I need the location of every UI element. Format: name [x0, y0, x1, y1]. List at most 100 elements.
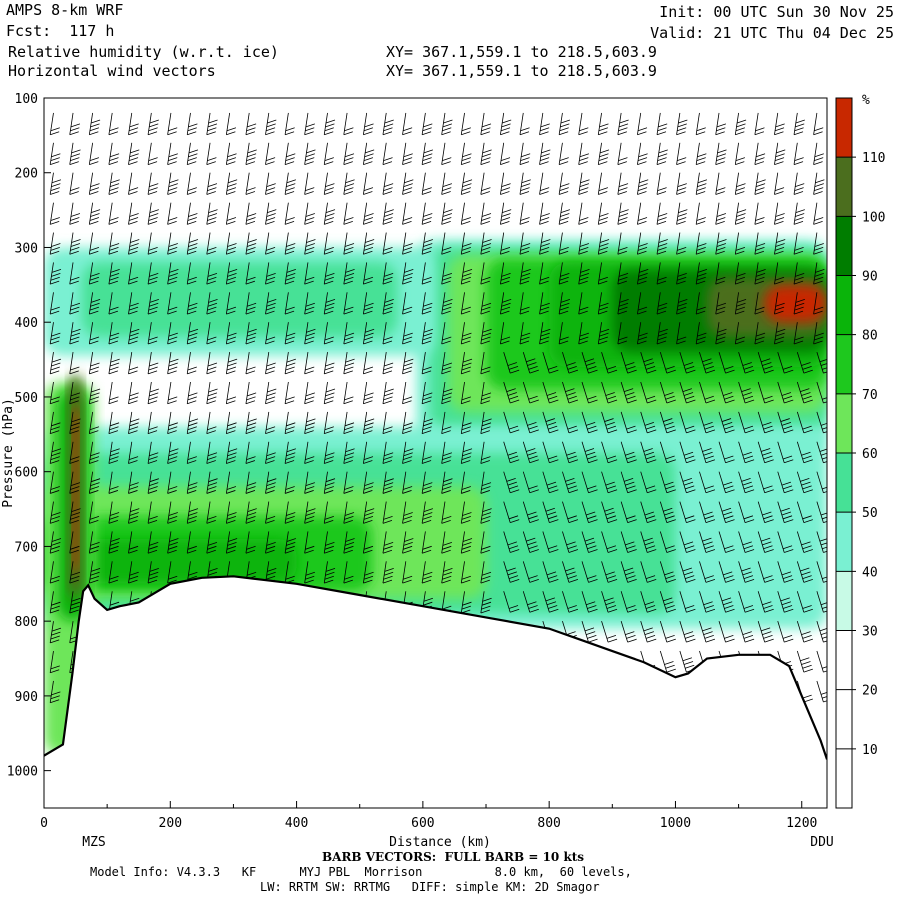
wind-barb [659, 411, 676, 434]
wind-barb [793, 262, 805, 285]
wind-barb [186, 292, 198, 315]
wind-barb [480, 441, 491, 464]
wind-barb [738, 351, 755, 374]
wind-barb [382, 142, 393, 165]
wind-barb [343, 322, 355, 345]
wind-barb [699, 441, 716, 464]
wind-barb [796, 531, 813, 553]
wind-barb [265, 262, 276, 285]
wind-barb [754, 292, 765, 315]
wind-barb [679, 351, 696, 374]
wind-barb [49, 322, 61, 345]
wind-barb [206, 232, 217, 255]
wind-barb [617, 232, 628, 255]
colorbar-label: 50 [862, 506, 878, 521]
wind-barb [774, 262, 785, 285]
wind-barb [343, 381, 354, 405]
wind-barb [362, 322, 375, 345]
wind-barb [147, 202, 159, 225]
wind-barb [480, 411, 492, 435]
wind-barb [813, 322, 824, 345]
wind-barb [343, 292, 354, 315]
wind-barb [382, 441, 394, 464]
wind-barb [225, 471, 237, 494]
wind-barb [362, 142, 375, 165]
wind-barb [522, 501, 539, 523]
wind-barb [69, 591, 81, 614]
wind-barb [679, 531, 696, 553]
wind-barb [503, 411, 520, 434]
wind-barb [796, 351, 813, 374]
wind-barb [362, 441, 374, 464]
wind-barb [542, 531, 559, 553]
wind-barb [49, 292, 60, 315]
wind-barb [88, 531, 100, 554]
wind-barb [421, 202, 433, 225]
wind-barb [88, 501, 100, 524]
wind-barb [656, 112, 668, 136]
wind-barb [421, 172, 432, 195]
wind-barb [186, 262, 197, 285]
wind-barb [757, 621, 774, 643]
wind-barb [620, 621, 637, 643]
wind-barb [699, 471, 716, 494]
wind-barb [676, 172, 687, 195]
wind-barb [542, 471, 559, 494]
wind-barb [757, 351, 774, 374]
wind-barb [225, 262, 238, 285]
wind-barb [362, 352, 374, 375]
wind-barb [382, 202, 394, 225]
wind-barb [69, 531, 80, 554]
colorbar-swatch [836, 748, 852, 808]
colorbar-swatch [836, 334, 852, 394]
wind-barb [323, 352, 335, 375]
wind-barb [715, 202, 727, 225]
wind-barb [69, 202, 81, 225]
wind-barb [421, 262, 432, 285]
wind-barb [777, 621, 794, 643]
wind-barb [679, 381, 696, 404]
wind-barb [542, 351, 559, 374]
wind-barb [699, 381, 716, 404]
colorbar-swatch [836, 512, 852, 572]
wind-barb [539, 112, 550, 136]
wind-barb [343, 531, 355, 554]
wind-barb [245, 441, 256, 464]
y-tick-label: 700 [15, 540, 38, 555]
wind-barb [382, 112, 394, 136]
wind-barb [284, 142, 296, 165]
y-tick-label: 800 [15, 615, 38, 630]
wind-barb [88, 112, 101, 136]
wind-barb [323, 322, 334, 345]
wind-barb [167, 112, 178, 136]
wind-barb [699, 501, 716, 523]
wind-barb [637, 292, 648, 315]
wind-barb [522, 381, 539, 404]
wind-barb [108, 292, 119, 315]
wind-barb [460, 471, 471, 494]
wind-barb [601, 351, 618, 374]
wind-barb [774, 172, 785, 195]
wind-barb [167, 142, 178, 165]
wind-barb [147, 262, 159, 285]
wind-barb [699, 561, 716, 583]
wind-barb [581, 351, 598, 374]
wind-barb [265, 112, 277, 136]
colorbar-swatch [836, 453, 852, 513]
wind-barb [49, 262, 62, 285]
wind-barb [637, 322, 648, 345]
wind-barb [656, 292, 668, 315]
wind-barb [441, 232, 452, 255]
wind-barb [796, 650, 813, 673]
wind-barb [480, 262, 491, 285]
wind-barb [69, 352, 80, 375]
wind-barb [343, 501, 355, 524]
colorbar: 10 20 30 40 50 60 70 80 90 100 110% [835, 93, 885, 809]
wind-barb [284, 322, 296, 345]
wind-barb [640, 441, 657, 464]
wind-barb [69, 112, 81, 136]
wind-barb [225, 142, 237, 165]
wind-barb [343, 561, 354, 584]
wind-barb [128, 292, 139, 315]
wind-barb [793, 142, 804, 165]
